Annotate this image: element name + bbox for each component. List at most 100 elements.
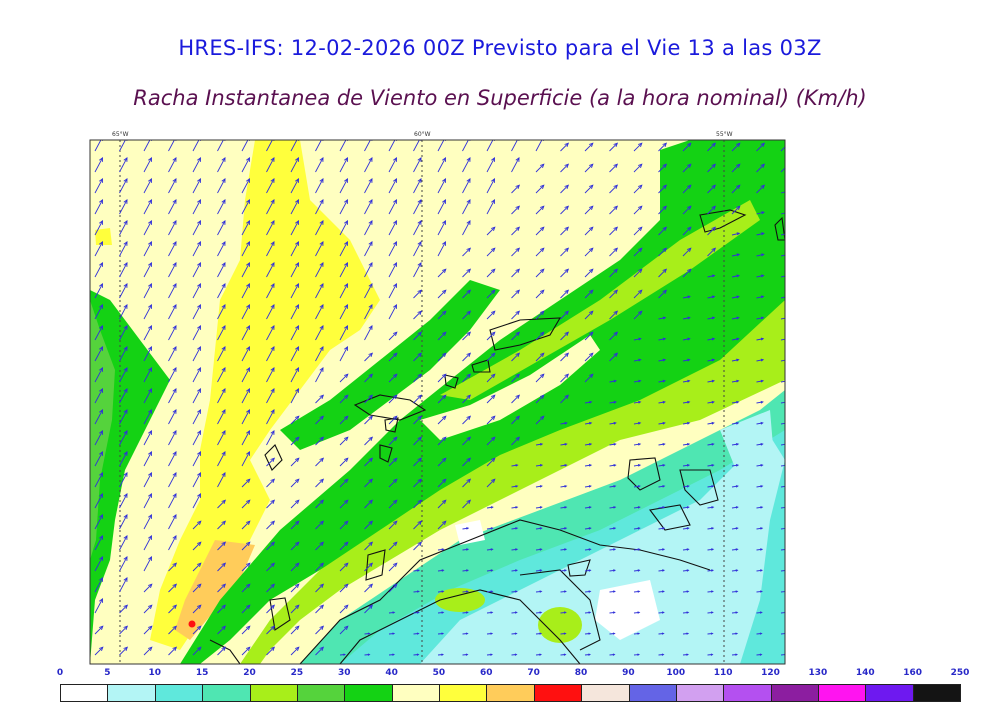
wind-arrow-head [295, 116, 298, 120]
wind-arrow-head [515, 569, 518, 572]
wind-arrow-head [588, 289, 594, 295]
wind-arrow [388, 262, 397, 278]
wind-arrow [609, 422, 616, 425]
wind-arrow-head [490, 310, 496, 316]
wind-arrow [388, 394, 398, 404]
legend-swatch [107, 684, 156, 702]
wind-arrow [658, 226, 667, 236]
wind-arrow-head [344, 116, 347, 120]
wind-arrow [413, 157, 422, 173]
wind-arrow-head [686, 463, 691, 467]
wind-arrow-head [368, 583, 374, 589]
wind-arrow-head [319, 520, 325, 526]
wind-arrow-head [295, 157, 299, 162]
wind-arrow-head [613, 205, 619, 211]
wind-arrow [192, 493, 201, 509]
wind-arrow [168, 241, 177, 257]
wind-arrow [462, 394, 471, 404]
wind-arrow [339, 178, 348, 194]
wind-arrow-head [197, 325, 201, 330]
wind-arrow [242, 116, 250, 130]
wind-arrow-head [735, 506, 739, 509]
wind-arrow-head [613, 485, 617, 488]
wind-arrow-head [490, 548, 494, 551]
wind-arrow-head [784, 165, 785, 166]
wind-arrow [486, 268, 496, 278]
wind-arrow [168, 220, 177, 236]
wind-arrow-head [294, 457, 300, 463]
coastline [699, 209, 747, 233]
wind-arrow [633, 359, 641, 362]
wind-arrow-head [539, 373, 545, 379]
wind-arrow [437, 394, 447, 404]
wind-arrow-head [564, 331, 570, 337]
wind-arrow [658, 268, 667, 278]
wind-arrow [437, 289, 447, 299]
wind-arrow-head [711, 337, 716, 341]
wind-arrow-head [99, 241, 103, 246]
wind-arrow-head [123, 535, 128, 540]
wind-arrow [437, 157, 446, 173]
wind-arrow [707, 296, 715, 299]
wind-arrow-head [343, 394, 349, 400]
wind-arrow [560, 373, 569, 383]
wind-arrow [339, 325, 348, 341]
wind-arrow-head [392, 583, 398, 589]
wind-arrow-head [735, 463, 740, 467]
wind-arrow [290, 283, 299, 299]
wind-arrow [511, 205, 520, 215]
wind-arrow [339, 304, 348, 320]
wind-arrow [633, 401, 641, 404]
wind-arrow-head [515, 289, 521, 295]
wind-arrow-head [515, 415, 521, 421]
wind-arrow [535, 163, 545, 173]
wind-arrow-head [368, 499, 374, 505]
wind-arrow-head [662, 226, 668, 232]
wind-arrow-head [368, 415, 374, 421]
wind-arrow [217, 562, 226, 572]
lon-label-65w: 65°W [112, 131, 129, 138]
wind-arrow [168, 646, 177, 656]
wind-arrow [266, 499, 275, 509]
wind-arrow [413, 499, 422, 509]
wind-arrow-head [392, 611, 396, 614]
wind-arrow [192, 646, 202, 656]
wind-arrow-head [417, 241, 422, 246]
wind-arrow-head [123, 346, 128, 351]
wind-arrow-head [735, 527, 739, 530]
wind-arrow [241, 541, 251, 551]
wind-arrow [535, 331, 545, 341]
wind-arrow-head [417, 220, 422, 225]
wind-arrow [266, 157, 275, 173]
wind-arrow [780, 485, 785, 488]
wind-arrow-head [441, 268, 447, 274]
wind-arrow-head [441, 590, 445, 593]
wind-arrow-head [123, 430, 128, 435]
legend-swatch [628, 684, 677, 702]
wind-arrow-head [343, 373, 349, 379]
wind-arrow-head [588, 205, 594, 211]
wind-arrow-head [588, 527, 592, 530]
wind-arrow [388, 283, 397, 299]
gust-band-0-5 [595, 580, 660, 640]
wind-arrow [756, 401, 763, 404]
wind-arrow-head [539, 268, 545, 274]
wind-arrow [731, 422, 739, 425]
wind-arrow-head [172, 430, 177, 435]
wind-arrow [315, 457, 324, 467]
wind-arrow-head [172, 241, 177, 246]
wind-arrow-head [761, 232, 765, 236]
wind-arrow [437, 199, 446, 215]
wind-arrow [168, 178, 177, 194]
wind-arrow-head [295, 388, 299, 393]
wind-arrow [732, 122, 740, 130]
wind-arrow [119, 430, 128, 446]
wind-arrow [462, 140, 469, 152]
wind-arrow [143, 604, 153, 614]
wind-arrow-head [441, 569, 445, 572]
wind-arrow [168, 625, 177, 635]
wind-arrow-head [490, 226, 496, 232]
wind-arrow-head [148, 178, 152, 183]
wind-arrow [168, 367, 177, 383]
wind-arrow [511, 268, 520, 278]
